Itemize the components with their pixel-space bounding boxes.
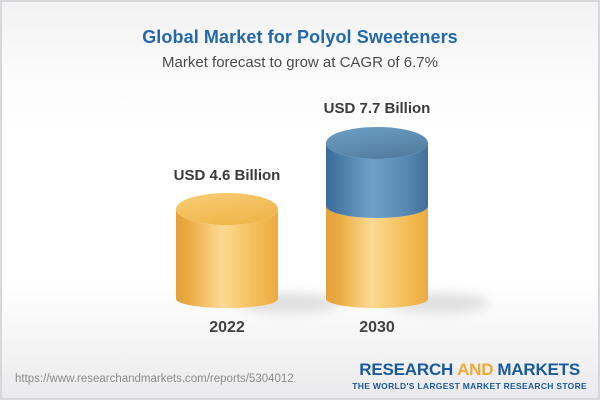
logo-word-and: AND	[457, 360, 494, 379]
report-url-link[interactable]: https://www.researchandmarkets.com/repor…	[15, 373, 294, 385]
logo-word-markets: MARKETS	[497, 360, 580, 379]
cylinder-2030	[326, 127, 428, 308]
cylinder-2022	[176, 193, 278, 308]
axis-label-2030: 2030	[359, 319, 395, 336]
cylinder-2030-base-segment	[326, 206, 428, 308]
research-and-markets-logo: RESEARCH AND MARKETS THE WORLD'S LARGEST M…	[352, 361, 587, 392]
chart-subtitle: Market forecast to grow at CAGR of 6.7%	[162, 54, 438, 71]
cylinder-2030-top	[326, 127, 428, 159]
value-label-2022: USD 4.6 Billion	[173, 167, 281, 184]
logo-tagline: THE WORLD'S LARGEST MARKET RESEARCH STOR…	[352, 381, 587, 391]
cylinder-2030-growth-segment	[326, 143, 428, 218]
logo-word-research: RESEARCH	[359, 360, 454, 379]
axis-label-2022: 2022	[209, 319, 245, 336]
chart-title: Global Market for Polyol Sweeteners	[142, 27, 458, 47]
value-label-2030: USD 7.7 Billion	[323, 100, 431, 117]
logo-wordmark: RESEARCH AND MARKETS	[352, 361, 587, 379]
